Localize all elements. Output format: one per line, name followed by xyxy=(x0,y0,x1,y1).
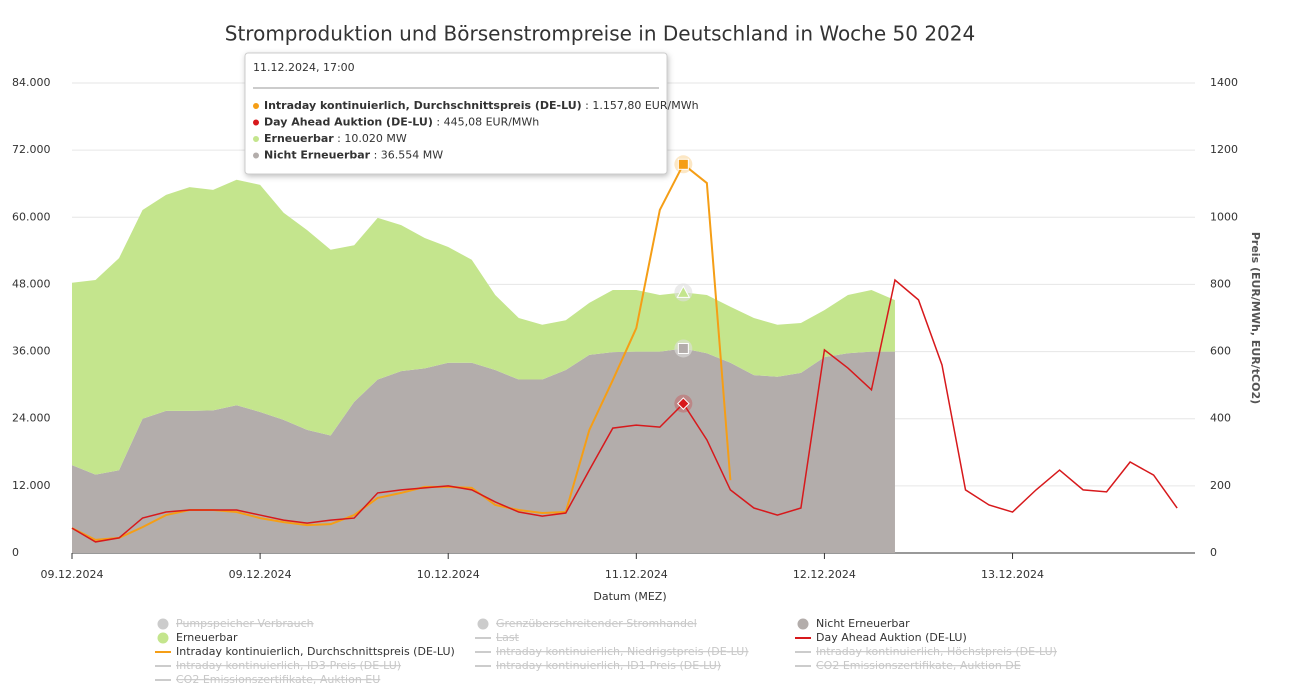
tooltip-value: 36.554 MW xyxy=(381,149,443,162)
tooltip-row: Nicht Erneuerbar : 36.554 MW xyxy=(264,149,443,162)
tooltip-box xyxy=(244,52,668,175)
line xyxy=(71,278,1178,543)
y2-tick-label: 0 xyxy=(1210,546,1217,559)
tooltip-dot xyxy=(253,119,259,126)
line xyxy=(71,162,732,541)
legend-label[interactable]: Intraday kontinuierlich, Niedrigstpreis … xyxy=(496,645,749,658)
legend-label[interactable]: Pumpspeicher Verbrauch xyxy=(176,617,314,630)
hover-marker xyxy=(676,285,691,298)
x-axis-title: Datum (MEZ) xyxy=(593,590,666,603)
stacked-area xyxy=(72,348,895,553)
legend-symbol xyxy=(157,618,169,630)
x-tick-label: 10.12.2024 xyxy=(417,568,480,581)
tooltip-sep: : xyxy=(433,116,444,129)
y-tick-label: 24.000 xyxy=(12,412,51,425)
y-tick-label: 48.000 xyxy=(12,277,51,290)
tooltip-value: 445,08 EUR/MWh xyxy=(444,116,540,129)
y2-axis-title: Preis (EUR/MWh, EUR/tCO2) xyxy=(1249,232,1262,404)
tooltip-name: Day Ahead Auktion (DE-LU) xyxy=(264,116,433,129)
tooltip-row: Erneuerbar : 10.020 MW xyxy=(264,132,407,145)
legend-label[interactable]: Erneuerbar xyxy=(176,631,238,644)
hover-marker xyxy=(677,158,689,170)
legend-label[interactable]: Intraday kontinuierlich, ID1-Preis (DE-L… xyxy=(496,659,721,672)
y2-tick-label: 800 xyxy=(1210,277,1231,290)
tooltip: 11.12.2024, 17:00 Intraday kontinuierlich… xyxy=(244,52,699,175)
x-tick-label: 13.12.2024 xyxy=(981,568,1044,581)
tooltip-title: 11.12.2024, 17:00 xyxy=(253,61,355,74)
legend-label[interactable]: Intraday kontinuierlich, ID3-Preis (DE-L… xyxy=(176,659,401,672)
y2-tick-label: 1400 xyxy=(1210,76,1238,89)
chart-title: Stromproduktion und Börsenstrompreise in… xyxy=(225,22,975,46)
legend-label[interactable]: Intraday kontinuierlich, Durchschnittspr… xyxy=(176,645,455,658)
stacked-area xyxy=(72,179,895,475)
y2-tick-label: 1200 xyxy=(1210,143,1238,156)
tooltip-sep: : xyxy=(370,149,381,162)
legend-label[interactable]: CO2 Emissionszertifikate, Auktion DE xyxy=(816,659,1021,672)
x-tick-label: 12.12.2024 xyxy=(793,568,856,581)
legend-label[interactable]: CO2 Emissionszertifikate, Auktion EU xyxy=(176,673,380,686)
x-tick-label: 09.12.2024 xyxy=(229,568,292,581)
legend-label[interactable]: Grenzüberschreitender Stromhandel xyxy=(496,617,697,630)
tooltip-name: Nicht Erneuerbar xyxy=(264,149,371,162)
y-tick-label: 60.000 xyxy=(12,210,51,223)
x-tick-label: 11.12.2024 xyxy=(605,568,668,581)
tooltip-dot xyxy=(253,103,259,109)
x-tick-label: 09.12.2024 xyxy=(41,568,104,581)
tooltip-dot xyxy=(253,136,259,142)
legend-label[interactable]: Day Ahead Auktion (DE-LU) xyxy=(816,631,967,644)
y-tick-label: 36.000 xyxy=(12,345,51,358)
tooltip-value: 1.157,80 EUR/MWh xyxy=(592,99,698,112)
hover-marker xyxy=(677,342,689,354)
y-tick-label: 12.000 xyxy=(12,479,51,492)
tooltip-name: Intraday kontinuierlich, Durchschnittspr… xyxy=(264,99,582,112)
legend-label[interactable]: Intraday kontinuierlich, Höchstpreis (DE… xyxy=(816,645,1057,658)
y2-tick-label: 1000 xyxy=(1210,210,1238,223)
legend-symbol xyxy=(157,632,169,644)
y-tick-label: 72.000 xyxy=(12,143,51,156)
y2-tick-label: 400 xyxy=(1210,412,1231,425)
tooltip-sep: : xyxy=(334,132,345,145)
tooltip-name: Erneuerbar xyxy=(264,132,334,145)
tooltip-sep: : xyxy=(582,99,593,112)
y2-tick-label: 200 xyxy=(1210,479,1231,492)
y2-tick-label: 600 xyxy=(1210,345,1231,358)
tooltip-row: Day Ahead Auktion (DE-LU) : 445,08 EUR/M… xyxy=(264,116,539,129)
legend-symbol xyxy=(477,618,489,630)
tooltip-dot xyxy=(253,152,259,159)
y-tick-label: 84.000 xyxy=(12,76,51,89)
legend-label[interactable]: Nicht Erneuerbar xyxy=(816,617,910,630)
legend-symbol xyxy=(797,618,809,630)
tooltip-row: Intraday kontinuierlich, Durchschnittspr… xyxy=(264,99,699,112)
hover-marker xyxy=(676,397,690,410)
y-tick-label: 0 xyxy=(12,546,19,559)
legend-label[interactable]: Last xyxy=(496,631,520,644)
tooltip-value: 10.020 MW xyxy=(344,132,406,145)
